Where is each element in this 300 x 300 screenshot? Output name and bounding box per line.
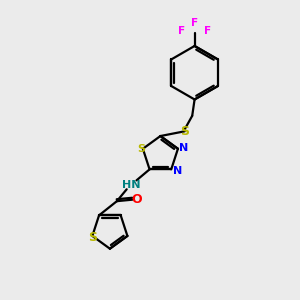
- Text: S: S: [88, 231, 97, 244]
- Text: O: O: [132, 193, 142, 206]
- Text: F: F: [178, 26, 185, 36]
- Text: S: S: [137, 144, 146, 154]
- Text: F: F: [191, 18, 198, 28]
- Text: S: S: [180, 125, 189, 138]
- Text: HN: HN: [122, 180, 140, 190]
- Text: F: F: [204, 26, 211, 36]
- Text: N: N: [173, 166, 182, 176]
- Text: N: N: [179, 142, 189, 153]
